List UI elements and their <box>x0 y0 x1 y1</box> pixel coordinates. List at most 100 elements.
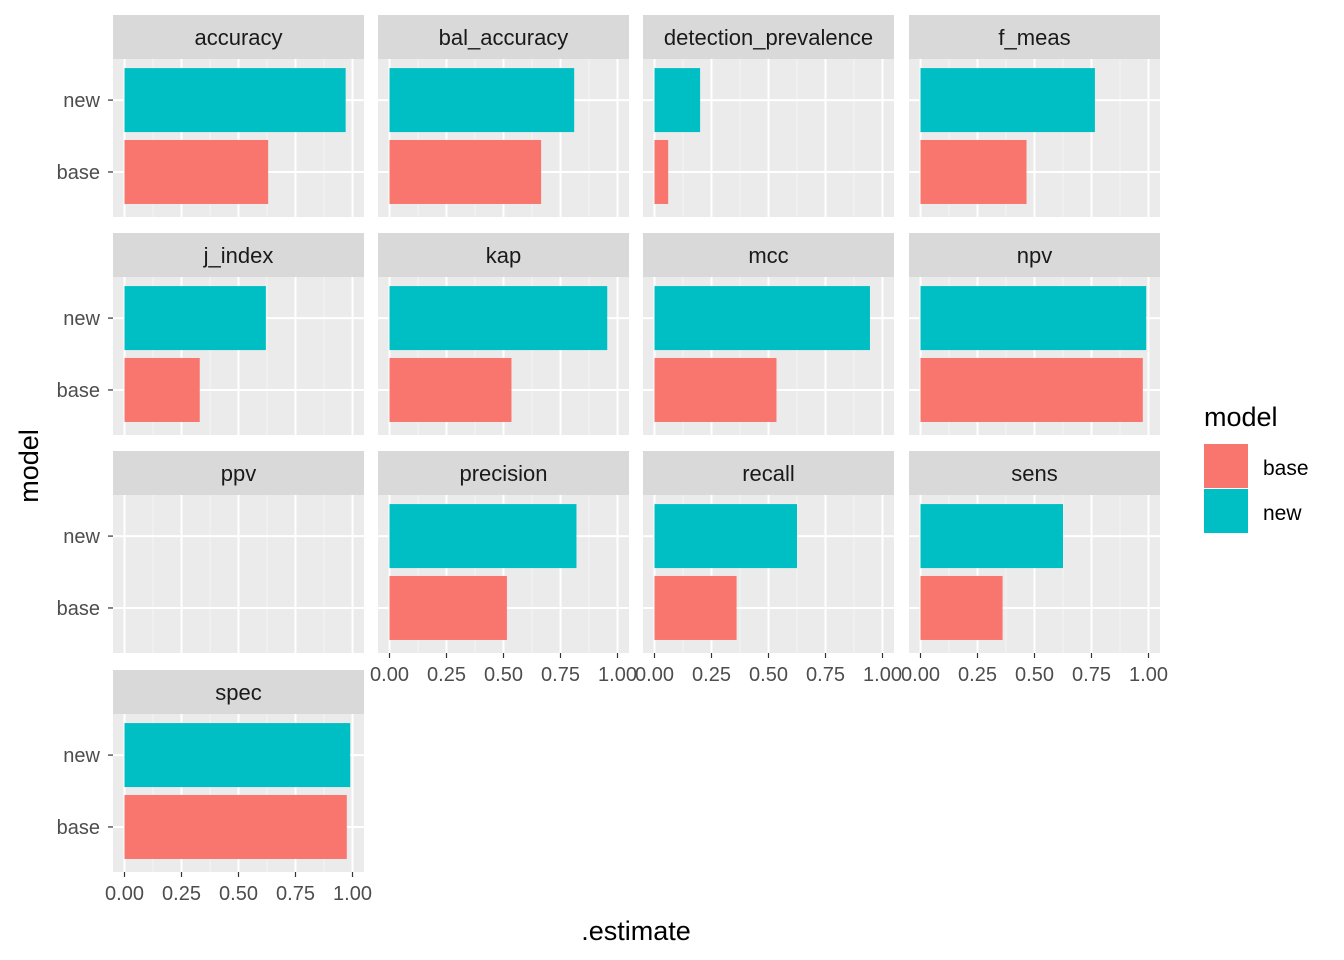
y-tick-label-new: new <box>63 745 100 767</box>
legend-key-base <box>1204 444 1248 488</box>
x-tick-label: 1.00 <box>333 883 372 905</box>
bar-new-mcc <box>654 286 870 351</box>
y-tick-label-base: base <box>57 162 100 184</box>
x-tick-label: 1.00 <box>598 664 637 686</box>
strip-label-sens: sens <box>1011 461 1057 486</box>
facet-panel-detection_prevalence: detection_prevalence <box>643 15 894 217</box>
strip-recall <box>643 451 894 495</box>
facet-panel-ppv: ppv new base <box>57 451 364 653</box>
facet-panel-accuracy: accuracy new base <box>57 15 364 217</box>
bar-new-recall <box>654 504 797 569</box>
bar-new-f_meas <box>920 68 1095 133</box>
x-tick-label: 0.00 <box>370 664 409 686</box>
strip-label-ppv: ppv <box>221 461 256 486</box>
strip-detection_prevalence <box>643 15 894 59</box>
x-axis-title: .estimate <box>581 916 691 946</box>
strip-j_index <box>113 233 364 277</box>
legend-label-new: new <box>1263 502 1302 525</box>
x-tick-label: 0.50 <box>219 883 258 905</box>
facet-panel-bal_accuracy: bal_accuracy <box>378 15 629 217</box>
strip-bal_accuracy <box>378 15 629 59</box>
bar-new-precision <box>389 504 577 569</box>
x-tick-label: 0.75 <box>1072 664 1111 686</box>
y-tick-label-base: base <box>57 598 100 620</box>
strip-sens <box>909 451 1160 495</box>
strip-label-bal_accuracy: bal_accuracy <box>439 25 569 50</box>
y-tick-label-new: new <box>63 90 100 112</box>
bar-base-recall <box>654 575 737 640</box>
x-tick-label: 0.75 <box>806 664 845 686</box>
facet-panel-precision: precision 0.00 0.25 0.50 0.75 1.00 <box>370 451 637 686</box>
bar-new-accuracy <box>124 68 346 133</box>
bar-base-kap <box>389 357 512 422</box>
strip-label-f_meas: f_meas <box>998 25 1070 50</box>
bar-base-mcc <box>654 357 777 422</box>
bar-base-spec <box>124 794 347 859</box>
x-tick-label: 1.00 <box>1129 664 1168 686</box>
x-tick-label: 0.00 <box>901 664 940 686</box>
strip-kap <box>378 233 629 277</box>
x-tick-label: 0.50 <box>484 664 523 686</box>
bar-new-spec <box>124 723 351 788</box>
bar-new-sens <box>920 504 1063 569</box>
strip-npv <box>909 233 1160 277</box>
x-tick-label: 0.25 <box>162 883 201 905</box>
facet-panel-recall: recall 0.00 0.25 0.50 0.75 1.00 <box>635 451 902 686</box>
strip-label-kap: kap <box>486 243 521 268</box>
x-tick-label: 1.00 <box>863 664 902 686</box>
bar-new-kap <box>389 286 608 351</box>
bar-base-sens <box>920 575 1003 640</box>
y-tick-label-new: new <box>63 308 100 330</box>
x-tick-label: 0.00 <box>635 664 674 686</box>
x-tick-label: 0.75 <box>541 664 580 686</box>
panels-layer: accuracy new base bal_accuracy detection_pre… <box>57 15 1168 905</box>
facet-panel-mcc: mcc <box>643 233 894 435</box>
bar-new-bal_accuracy <box>389 68 575 133</box>
facet-panel-kap: kap <box>378 233 629 435</box>
strip-label-accuracy: accuracy <box>194 25 282 50</box>
facet-panel-f_meas: f_meas <box>909 15 1160 217</box>
facet-panel-npv: npv <box>909 233 1160 435</box>
legend: model base new <box>1204 402 1309 533</box>
strip-label-mcc: mcc <box>748 243 788 268</box>
bar-new-j_index <box>124 286 266 351</box>
strip-label-detection_prevalence: detection_prevalence <box>664 25 873 50</box>
facet-panel-sens: sens 0.00 0.25 0.50 0.75 1.00 <box>901 451 1168 686</box>
facet-panel-spec: spec new base 0.00 0.25 0.50 0.75 1.00 <box>57 670 372 905</box>
strip-f_meas <box>909 15 1160 59</box>
x-tick-label: 0.25 <box>958 664 997 686</box>
legend-key-new <box>1204 489 1248 533</box>
strip-mcc <box>643 233 894 277</box>
strip-label-npv: npv <box>1017 243 1052 268</box>
strip-spec <box>113 670 364 714</box>
bar-base-npv <box>920 357 1143 422</box>
bar-base-accuracy <box>124 139 269 204</box>
x-tick-label: 0.50 <box>1015 664 1054 686</box>
strip-ppv <box>113 451 364 495</box>
x-tick-label: 0.00 <box>105 883 144 905</box>
y-axis-title: model <box>14 429 44 503</box>
bar-base-bal_accuracy <box>389 139 542 204</box>
bar-new-npv <box>920 286 1147 351</box>
legend-label-base: base <box>1263 457 1309 480</box>
bar-base-precision <box>389 575 507 640</box>
x-tick-label: 0.75 <box>276 883 315 905</box>
y-tick-label-base: base <box>57 817 100 839</box>
y-tick-label-new: new <box>63 526 100 548</box>
bar-base-j_index <box>124 357 200 422</box>
x-tick-label: 0.25 <box>692 664 731 686</box>
strip-label-j_index: j_index <box>203 243 274 268</box>
y-tick-label-base: base <box>57 380 100 402</box>
strip-label-spec: spec <box>215 680 261 705</box>
bar-new-detection_prevalence <box>654 68 701 133</box>
strip-accuracy <box>113 15 364 59</box>
strip-label-recall: recall <box>742 461 795 486</box>
strip-precision <box>378 451 629 495</box>
bar-base-f_meas <box>920 139 1027 204</box>
x-tick-label: 0.25 <box>427 664 466 686</box>
strip-label-precision: precision <box>459 461 547 486</box>
legend-title: model <box>1204 402 1278 432</box>
